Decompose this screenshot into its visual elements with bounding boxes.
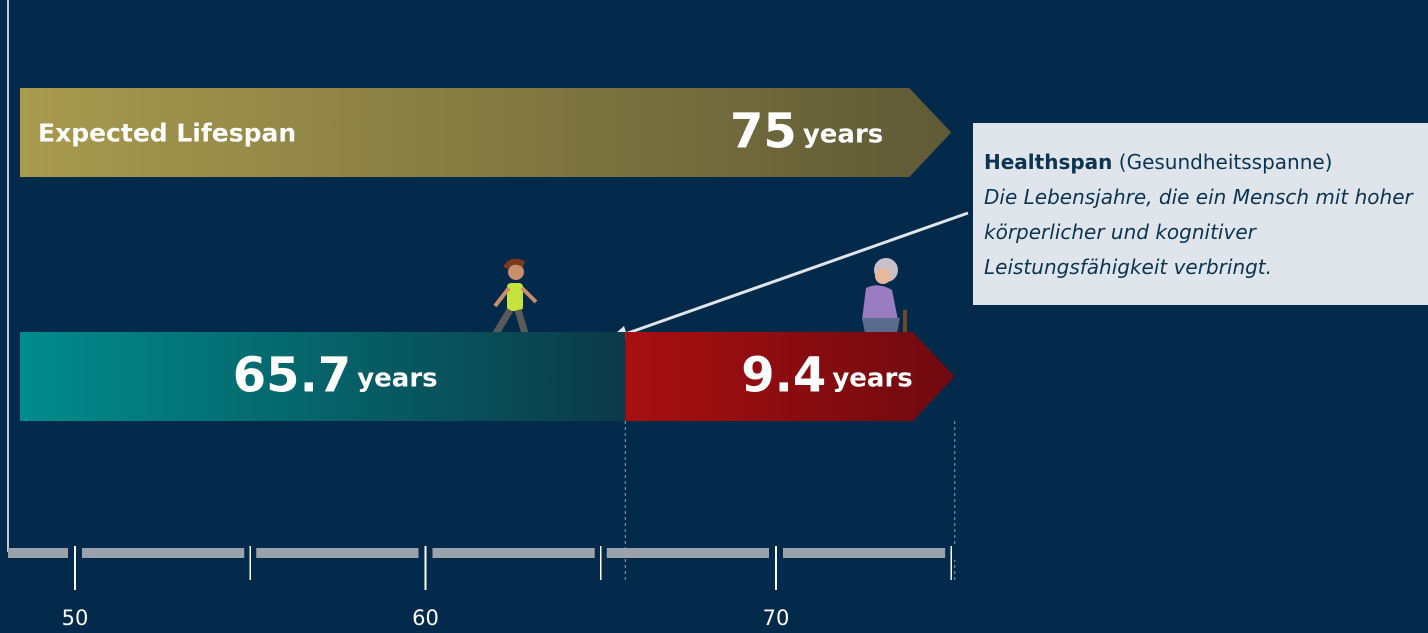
x-tick-label: 70 bbox=[763, 606, 790, 630]
callout-title: Healthspan bbox=[984, 150, 1112, 174]
value-label: 65.7 bbox=[233, 348, 351, 404]
unit-label: years bbox=[803, 119, 883, 149]
value-label: 9.4 bbox=[741, 348, 826, 404]
chart: Expected Lifespan75years65.7years9.4year… bbox=[0, 0, 1428, 633]
callout-box: Healthspan (Gesundheitsspanne) Die Lebens… bbox=[973, 123, 1428, 305]
value-label: 75 bbox=[730, 104, 797, 160]
unit-label: years bbox=[357, 363, 437, 393]
page: Expected Lifespan75years65.7years9.4year… bbox=[0, 0, 1428, 633]
unit-label: years bbox=[832, 363, 912, 393]
x-tick-label: 50 bbox=[62, 606, 89, 630]
callout-text: Die Lebensjahre, die ein Mensch mit hohe… bbox=[984, 185, 1413, 279]
callout-arrow bbox=[614, 213, 968, 338]
bar-label: Expected Lifespan bbox=[38, 119, 296, 148]
axis-bar bbox=[8, 548, 945, 558]
callout-subtitle: (Gesundheitsspanne) bbox=[1119, 150, 1333, 174]
x-tick-label: 60 bbox=[412, 606, 439, 630]
